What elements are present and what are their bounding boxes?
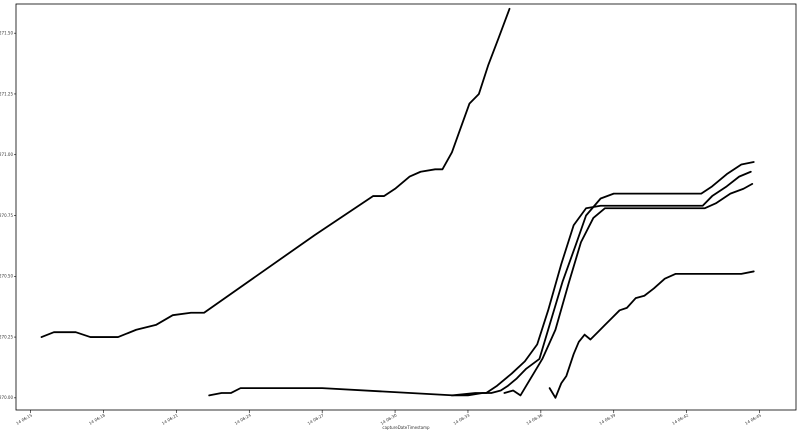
x-tick-label: 14 06:24 (234, 412, 252, 426)
y-tick-label: 271.00 (0, 152, 13, 157)
x-axis: 14 06:15 14 06:18 14 06:21 14 06:24 14 06:27… (15, 410, 762, 426)
y-tick-label: 271.25 (0, 91, 13, 96)
x-tick-label: 14 06:15 (15, 412, 33, 426)
series-line-2 (208, 161, 755, 397)
x-tick-label: 14 06:42 (671, 412, 689, 426)
series-group (40, 7, 755, 399)
x-tick-label: 14 06:18 (88, 412, 106, 426)
series-line-3 (451, 170, 752, 397)
y-tick-label: 270.25 (0, 334, 13, 339)
series-line-1 (40, 7, 511, 338)
x-tick-label: 14 06:21 (161, 412, 179, 426)
y-tick-label: 271.50 (0, 31, 13, 36)
plot-frame (15, 3, 797, 411)
x-tick-label: 14 06:27 (307, 412, 325, 426)
x-tick-label: 14 06:36 (525, 412, 543, 426)
x-tick-label: 14 06:39 (598, 412, 616, 426)
y-tick-label: 270.50 (0, 274, 13, 279)
y-tick-label: 270.00 (0, 395, 13, 400)
x-tick-label: 14 06:33 (452, 412, 470, 426)
y-axis: 270.00 270.25 270.50 270.75 271.00 271.25 271.… (0, 31, 16, 400)
y-tick-label: 270.75 (0, 213, 13, 218)
x-tick-label: 14 06:45 (744, 412, 762, 426)
series-line-5 (548, 270, 755, 399)
x-tick-label: 14 06:30 (380, 412, 398, 426)
series-line-4 (503, 183, 754, 397)
x-axis-label: captureDateTimestamp (382, 425, 430, 430)
